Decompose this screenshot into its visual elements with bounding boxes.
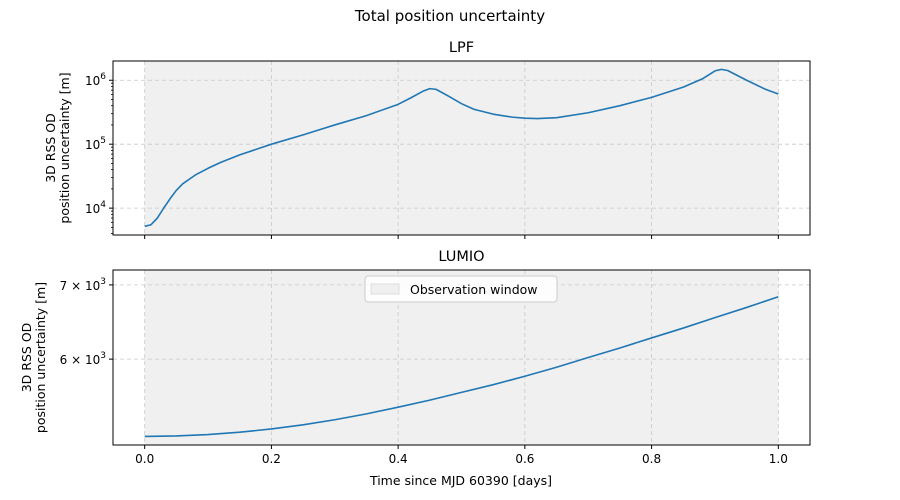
lumio-x-tick-label: 0.4 [389, 452, 408, 466]
legend-swatch [370, 283, 400, 295]
lpf-y-tick-label: 105 [85, 136, 106, 152]
lumio-panel: 0.0 0.2 0.4 0.6 0.8 1.0 6 × 103 7 × 103 LUMIO 3D … [19, 249, 811, 466]
lumio-y-axis-label: position uncertainty [m] [33, 282, 48, 433]
lumio-x-tick-label: 0.8 [642, 452, 661, 466]
lumio-legend: Observation window [364, 275, 558, 303]
lpf-y-axis-label: 3D RSS OD [43, 113, 58, 183]
lumio-y-tick-label: 6 × 103 [60, 351, 106, 367]
lpf-panel: 104 105 106 LPF 3D RSS OD position uncertaint… [43, 40, 811, 239]
lumio-x-tick-label: 0.2 [262, 452, 281, 466]
lumio-y-axis-label: 3D RSS OD [19, 323, 34, 393]
lpf-y-tick-label: 104 [85, 200, 106, 216]
lumio-uncertainty-line [144, 295, 779, 438]
lpf-y-axis-label: position uncertainty [m] [57, 72, 72, 223]
x-axis-label: Time since MJD 60390 [days] [369, 473, 552, 488]
legend-label: Observation window [410, 282, 538, 297]
legend-box [364, 275, 558, 303]
lumio-y-tick-label: 7 × 103 [60, 277, 106, 293]
lumio-x-tick-label: 0.0 [135, 452, 154, 466]
figure-title: Total position uncertainty [354, 7, 545, 25]
lpf-axes-frame [112, 60, 811, 236]
lpf-uncertainty-line [144, 68, 779, 228]
lpf-panel-title: LPF [449, 40, 474, 56]
lumio-x-tick-label: 1.0 [769, 452, 788, 466]
lpf-y-tick-label: 106 [85, 72, 106, 88]
lumio-x-tick-label: 0.6 [515, 452, 534, 466]
lumio-axes-frame [112, 269, 811, 446]
lumio-panel-title: LUMIO [438, 249, 484, 265]
